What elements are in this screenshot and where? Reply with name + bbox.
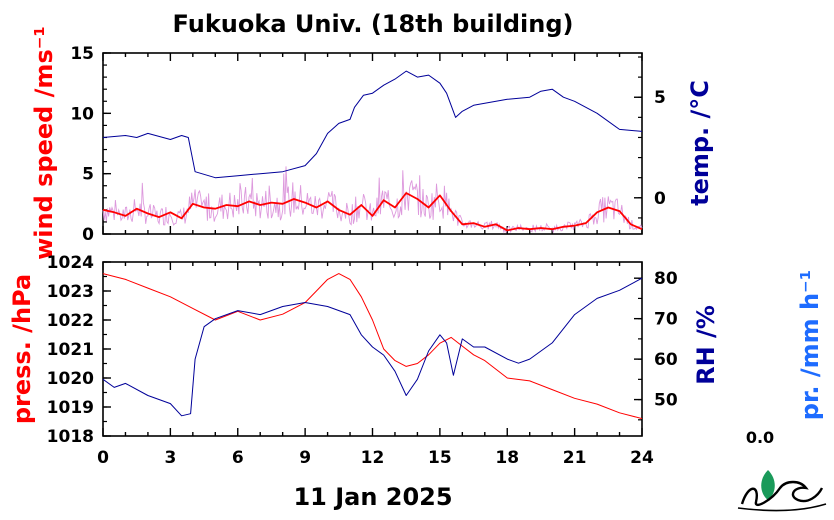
right-tick-label: 5 bbox=[654, 88, 666, 108]
logo-leaf-shape bbox=[761, 470, 775, 500]
pressure-rh-series bbox=[102, 273, 643, 420]
left-tick-label: 1024 bbox=[47, 253, 94, 273]
precipitation-value: 0.0 bbox=[746, 428, 774, 447]
x-tick-label: 3 bbox=[164, 448, 176, 468]
x-tick-label: 21 bbox=[563, 448, 587, 468]
temperature-line bbox=[102, 70, 643, 179]
logo-swoosh bbox=[737, 503, 827, 512]
pressure-line bbox=[102, 273, 643, 420]
x-tick-label: 15 bbox=[428, 448, 452, 468]
wind-speed-line bbox=[102, 192, 643, 232]
pressure-axis-label: press. /hPa bbox=[8, 274, 36, 424]
pressure-rh-plot-frame bbox=[102, 261, 643, 437]
x-tick-label: 18 bbox=[495, 448, 519, 468]
left-tick-label: 1021 bbox=[47, 340, 94, 360]
left-tick-label: 0 bbox=[82, 225, 94, 245]
wind-speed-axis-label: wind speed /ms⁻¹ bbox=[30, 26, 58, 260]
logo-script-stroke bbox=[740, 480, 824, 507]
left-tick-label: 15 bbox=[70, 44, 94, 64]
wind-temp-series bbox=[102, 70, 643, 234]
date-label: 11 Jan 2025 bbox=[293, 483, 452, 511]
right-tick-label: 50 bbox=[654, 391, 678, 411]
wind-temp-plot-frame bbox=[102, 52, 643, 235]
x-tick-label: 12 bbox=[361, 448, 385, 468]
left-tick-label: 1020 bbox=[47, 369, 94, 389]
left-tick-label: 5 bbox=[82, 165, 94, 185]
right-tick-label: 80 bbox=[654, 269, 678, 289]
left-tick-label: 1023 bbox=[47, 282, 94, 302]
x-tick-label: 9 bbox=[299, 448, 311, 468]
humidity-axis-label: RH /% bbox=[692, 305, 720, 385]
precipitation-axis-label: pr. /mm h⁻¹ bbox=[796, 270, 824, 420]
x-tick-label: 24 bbox=[630, 448, 654, 468]
wind-temp-panel: 0 5 10 15 0 5 wind speed /ms⁻¹ temp. /°C bbox=[30, 26, 714, 260]
wind-temp-ticks: 0 5 10 15 0 5 bbox=[70, 44, 666, 245]
left-tick-label: 1022 bbox=[47, 311, 94, 331]
institute-logo bbox=[737, 470, 827, 512]
pressure-rh-ticks: 0 3 6 9 12 15 18 21 24 1018 1019 1020 1021 1022 1023 10… bbox=[47, 253, 678, 468]
chart-title: Fukuoka Univ. (18th building) bbox=[173, 10, 574, 38]
left-tick-label: 1018 bbox=[47, 427, 94, 447]
x-tick-label: 0 bbox=[97, 448, 109, 468]
humidity-line bbox=[102, 277, 643, 417]
x-tick-label: 6 bbox=[232, 448, 244, 468]
left-tick-label: 1019 bbox=[47, 398, 94, 418]
temperature-axis-label: temp. /°C bbox=[686, 80, 714, 206]
right-tick-label: 60 bbox=[654, 350, 678, 370]
right-tick-label: 0 bbox=[654, 189, 666, 209]
pressure-rh-panel: 0 3 6 9 12 15 18 21 24 1018 1019 1020 1021 1022 1023 10… bbox=[8, 253, 824, 468]
right-tick-label: 70 bbox=[654, 310, 678, 330]
wind-gust-raw-line bbox=[102, 166, 643, 234]
left-tick-label: 10 bbox=[70, 104, 94, 124]
